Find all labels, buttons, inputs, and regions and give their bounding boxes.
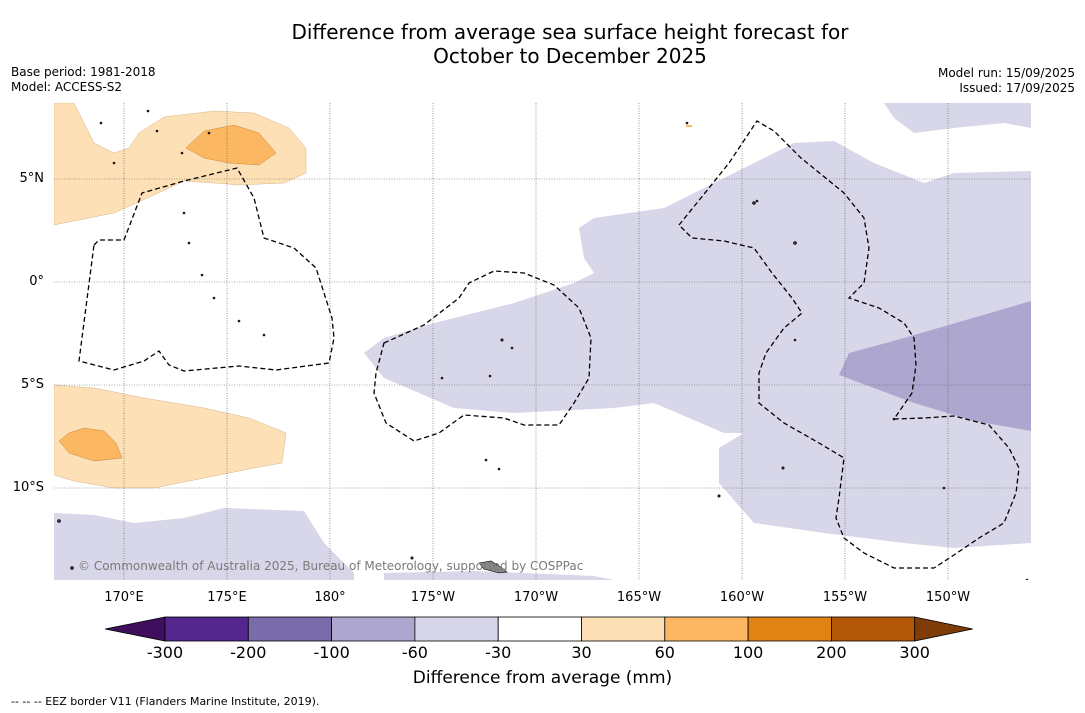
map-svg xyxy=(54,103,1031,580)
colorbar-tick-label: -30 xyxy=(485,643,512,662)
anomaly-region-neg-light-south xyxy=(384,571,614,580)
lon-label-180: 180° xyxy=(314,590,346,605)
lon-label-160w: 160°W xyxy=(719,590,765,605)
lon-label-175w: 175°W xyxy=(410,590,456,605)
colorbar-extend-high xyxy=(914,616,973,642)
colorbar-segment xyxy=(247,616,333,642)
lon-label-150w: 150°W xyxy=(925,590,971,605)
colorbar xyxy=(105,616,973,642)
title-line-1: Difference from average sea surface heig… xyxy=(291,20,849,44)
colorbar-label: Difference from average (mm) xyxy=(412,668,673,688)
colorbar-segment xyxy=(331,616,416,642)
anomaly-region-pos-light-nw xyxy=(54,103,307,226)
colorbar-segment xyxy=(164,616,249,642)
issued-date: Issued: 17/09/2025 xyxy=(959,81,1075,95)
colorbar-extend-low xyxy=(105,616,166,642)
copyright-text: © Commonwealth of Australia 2025, Bureau… xyxy=(78,559,584,573)
model-name: Model: ACCESS-S2 xyxy=(11,80,123,94)
anomaly-region-neg-medium xyxy=(839,301,1031,431)
eez-border-east xyxy=(678,120,1020,569)
anomaly-region-pos-light-sw xyxy=(54,384,287,489)
map-area xyxy=(54,103,1031,580)
eez-borders xyxy=(78,120,1020,569)
lat-label-10s: 10°S xyxy=(12,480,44,495)
colorbar-segment xyxy=(581,616,666,642)
lon-label-170w: 170°W xyxy=(513,590,559,605)
lon-label-170e: 170°E xyxy=(104,590,144,605)
gridlines xyxy=(54,103,1031,580)
meta-right: Model run: 15/09/2025 Issued: 17/09/2025 xyxy=(938,66,1075,96)
lat-label-0: 0° xyxy=(29,274,44,289)
eez-footnote: -- -- -- EEZ border V11 (Flanders Marine… xyxy=(11,695,320,708)
anomaly-region-neg-light-ne xyxy=(884,103,1031,133)
anomaly-region-neg-light-sw xyxy=(54,508,354,580)
eez-border-central xyxy=(373,270,592,442)
lon-label-155w: 155°W xyxy=(822,590,868,605)
colorbar-tick-label: -300 xyxy=(146,643,184,662)
anomaly-region-pos-medium-sw xyxy=(58,427,123,462)
small-anomaly-patch xyxy=(686,125,692,127)
colorbar-segment xyxy=(414,616,499,642)
colorbar-tick-label: -200 xyxy=(230,643,267,662)
islands xyxy=(57,109,1029,580)
colorbar-segment xyxy=(831,616,916,642)
anomaly-region-pos-medium-nw xyxy=(185,124,277,166)
colorbar-tick-label: 30 xyxy=(571,643,592,662)
colorbar-tick-label: -60 xyxy=(401,643,428,662)
model-run: Model run: 15/09/2025 xyxy=(937,66,1075,80)
lat-label-5n: 5°N xyxy=(19,171,45,186)
base-period: Base period: 1981-2018 xyxy=(11,65,156,79)
lon-label-175e: 175°E xyxy=(207,590,247,605)
colorbar-tick-label: 200 xyxy=(816,643,847,662)
colorbar-tick-label: 100 xyxy=(732,643,764,662)
lat-label-5s: 5°S xyxy=(20,377,44,392)
colorbar-segment xyxy=(497,616,582,642)
chart-title: Difference from average sea surface heig… xyxy=(0,20,1085,68)
colorbar-segment xyxy=(664,616,749,642)
lon-label-165w: 165°W xyxy=(616,590,662,605)
meta-left: Base period: 1981-2018 Model: ACCESS-S2 xyxy=(11,65,156,95)
anomaly-region-neg-light-east xyxy=(364,141,1031,548)
title-line-2: October to December 2025 xyxy=(433,44,707,68)
colorbar-segment xyxy=(747,616,832,642)
colorbar-tick-label: 300 xyxy=(899,643,930,662)
colorbar-tick-label: 60 xyxy=(654,643,675,662)
eez-border-west xyxy=(78,167,335,372)
colorbar-tick-label: -100 xyxy=(313,643,350,662)
